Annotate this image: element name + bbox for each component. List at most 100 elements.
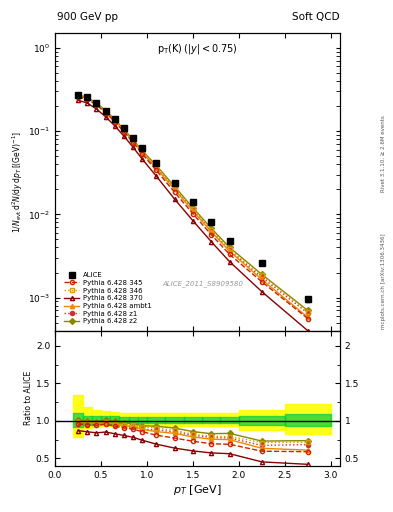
Pythia 6.428 z2 <box>131 137 136 143</box>
Pythia 6.428 z1 <box>112 118 117 124</box>
Pythia 6.428 370 <box>103 114 108 120</box>
Pythia 6.428 370 <box>172 196 177 202</box>
Pythia 6.428 345 <box>140 151 145 157</box>
Pythia 6.428 ambt1 <box>85 95 90 101</box>
Pythia 6.428 z1 <box>172 185 177 191</box>
Pythia 6.428 345 <box>121 129 126 135</box>
Pythia 6.428 370 <box>140 156 145 162</box>
Pythia 6.428 z2 <box>75 92 80 98</box>
Pythia 6.428 346 <box>259 272 264 279</box>
Pythia 6.428 z2 <box>154 162 158 168</box>
Text: ALICE_2011_S8909580: ALICE_2011_S8909580 <box>163 280 244 287</box>
Pythia 6.428 370 <box>85 100 90 106</box>
Pythia 6.428 370 <box>112 123 117 129</box>
Pythia 6.428 370 <box>94 106 99 112</box>
Pythia 6.428 346 <box>305 308 310 314</box>
Pythia 6.428 z2 <box>121 126 126 133</box>
Pythia 6.428 z1 <box>75 93 80 99</box>
Text: mcplots.cern.ch [arXiv:1306.3436]: mcplots.cern.ch [arXiv:1306.3436] <box>381 234 386 329</box>
Legend: ALICE, Pythia 6.428 345, Pythia 6.428 346, Pythia 6.428 370, Pythia 6.428 ambt1,: ALICE, Pythia 6.428 345, Pythia 6.428 34… <box>61 269 154 327</box>
Pythia 6.428 370 <box>305 328 310 334</box>
Pythia 6.428 ambt1 <box>209 228 214 234</box>
Pythia 6.428 346 <box>209 227 214 233</box>
Pythia 6.428 346 <box>85 95 90 101</box>
Pythia 6.428 z1 <box>121 128 126 134</box>
Pythia 6.428 345 <box>259 279 264 285</box>
Pythia 6.428 346 <box>112 117 117 123</box>
Pythia 6.428 346 <box>94 101 99 107</box>
Line: Pythia 6.428 z1: Pythia 6.428 z1 <box>76 94 310 315</box>
Pythia 6.428 ambt1 <box>172 186 177 193</box>
Pythia 6.428 ambt1 <box>259 276 264 283</box>
Pythia 6.428 346 <box>140 148 145 155</box>
Pythia 6.428 z2 <box>259 271 264 278</box>
Pythia 6.428 ambt1 <box>112 118 117 124</box>
Text: Rivet 3.1.10, ≥ 2.6M events: Rivet 3.1.10, ≥ 2.6M events <box>381 115 386 192</box>
Pythia 6.428 345 <box>305 315 310 322</box>
Pythia 6.428 ambt1 <box>94 101 99 107</box>
Pythia 6.428 ambt1 <box>191 208 195 214</box>
Pythia 6.428 z1 <box>140 150 145 156</box>
Pythia 6.428 370 <box>121 133 126 139</box>
Pythia 6.428 z1 <box>85 96 90 102</box>
Text: $\mathrm{p_T(K)}\,(|y| < 0.75)$: $\mathrm{p_T(K)}\,(|y| < 0.75)$ <box>157 42 238 56</box>
Pythia 6.428 z2 <box>191 205 195 211</box>
Pythia 6.428 346 <box>154 163 158 169</box>
Text: 900 GeV pp: 900 GeV pp <box>57 11 118 22</box>
Pythia 6.428 345 <box>85 96 90 102</box>
Pythia 6.428 346 <box>103 109 108 115</box>
Pythia 6.428 ambt1 <box>305 314 310 321</box>
Pythia 6.428 z1 <box>191 207 195 213</box>
Pythia 6.428 346 <box>191 206 195 212</box>
Pythia 6.428 346 <box>227 246 232 252</box>
Pythia 6.428 370 <box>154 173 158 179</box>
Pythia 6.428 z2 <box>305 307 310 313</box>
Pythia 6.428 346 <box>172 184 177 190</box>
Pythia 6.428 370 <box>259 289 264 295</box>
Line: Pythia 6.428 345: Pythia 6.428 345 <box>76 95 310 321</box>
Pythia 6.428 z2 <box>227 244 232 250</box>
Pythia 6.428 345 <box>75 94 80 100</box>
Pythia 6.428 346 <box>121 127 126 134</box>
Pythia 6.428 z1 <box>209 227 214 233</box>
Y-axis label: $1/N_\mathrm{evt}\,\mathrm{d}^2N/\mathrm{d}y\,\mathrm{d}p_T\,[(\mathrm{GeV})^{-1: $1/N_\mathrm{evt}\,\mathrm{d}^2N/\mathrm… <box>11 131 25 233</box>
Pythia 6.428 345 <box>112 119 117 125</box>
Pythia 6.428 ambt1 <box>131 138 136 144</box>
Pythia 6.428 370 <box>131 144 136 151</box>
Pythia 6.428 370 <box>209 239 214 245</box>
Pythia 6.428 345 <box>131 139 136 145</box>
Pythia 6.428 346 <box>131 138 136 144</box>
Line: Pythia 6.428 370: Pythia 6.428 370 <box>76 98 310 333</box>
Pythia 6.428 z2 <box>112 116 117 122</box>
Pythia 6.428 z2 <box>140 148 145 154</box>
Pythia 6.428 ambt1 <box>75 93 80 99</box>
Text: Soft QCD: Soft QCD <box>292 11 340 22</box>
Pythia 6.428 z1 <box>131 138 136 144</box>
Pythia 6.428 ambt1 <box>140 150 145 156</box>
Pythia 6.428 345 <box>227 251 232 258</box>
Line: Pythia 6.428 z2: Pythia 6.428 z2 <box>76 93 310 313</box>
Pythia 6.428 z1 <box>94 101 99 108</box>
Pythia 6.428 ambt1 <box>121 127 126 134</box>
Pythia 6.428 370 <box>75 97 80 103</box>
Pythia 6.428 z2 <box>85 94 90 100</box>
Pythia 6.428 z2 <box>172 183 177 189</box>
Pythia 6.428 z2 <box>94 100 99 106</box>
Pythia 6.428 ambt1 <box>227 248 232 254</box>
Line: Pythia 6.428 ambt1: Pythia 6.428 ambt1 <box>76 94 310 319</box>
Pythia 6.428 ambt1 <box>154 165 158 171</box>
Pythia 6.428 z1 <box>103 109 108 115</box>
Pythia 6.428 370 <box>227 259 232 265</box>
Pythia 6.428 z1 <box>227 247 232 253</box>
Pythia 6.428 z1 <box>305 310 310 316</box>
Y-axis label: Ratio to ALICE: Ratio to ALICE <box>24 371 33 425</box>
Pythia 6.428 345 <box>103 110 108 116</box>
Pythia 6.428 z1 <box>154 164 158 170</box>
Pythia 6.428 z2 <box>103 108 108 114</box>
X-axis label: $p_T$ [GeV]: $p_T$ [GeV] <box>173 482 222 497</box>
Pythia 6.428 345 <box>209 231 214 238</box>
Line: Pythia 6.428 346: Pythia 6.428 346 <box>76 94 310 314</box>
Pythia 6.428 345 <box>154 167 158 173</box>
Pythia 6.428 z2 <box>209 225 214 231</box>
Pythia 6.428 ambt1 <box>103 109 108 115</box>
